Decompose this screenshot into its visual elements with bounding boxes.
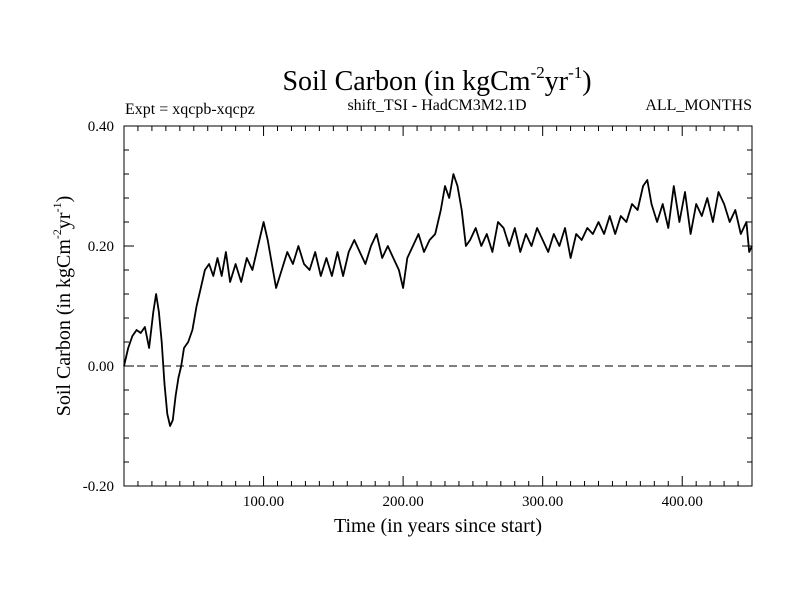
y-tick-label: -0.20 (83, 479, 114, 495)
chart-title-mid: yr (545, 66, 569, 97)
y-tick-label: 0.40 (88, 119, 114, 135)
x-tick-label: 200.00 (382, 494, 423, 510)
chart-title-sup1: -2 (531, 63, 545, 82)
y-axis-label-sup2: -1 (50, 202, 64, 212)
y-axis-label-end: ) (53, 196, 75, 203)
chart-title: Soil Carbon (in kgCm-2yr-1) (282, 63, 591, 97)
x-axis-label: Time (in years since start) (334, 515, 542, 537)
experiment-label: Expt = xqcpb-xqcpz (125, 101, 255, 118)
x-tick-label: 300.00 (522, 494, 563, 510)
chart-title-end: ) (582, 66, 591, 97)
chart-title-sup2: -1 (568, 63, 582, 82)
axis-ticks: 100.00 200.00 300.00 400.00 -0.20 0.00 0.20 0.4… (83, 119, 752, 510)
series-line (123, 173, 753, 427)
x-tick-label: 400.00 (662, 494, 703, 510)
y-axis-label: Soil Carbon (in kgCm-2yr-1) (50, 196, 75, 417)
y-tick-label: 0.20 (88, 239, 114, 255)
y-axis-label-sup1: -2 (50, 229, 64, 239)
x-tick-label: 100.00 (243, 494, 284, 510)
y-tick-label: 0.00 (88, 359, 114, 375)
y-axis-label-main: Soil Carbon (in kgCm (53, 239, 75, 417)
months-label: ALL_MONTHS (645, 97, 752, 114)
experiment-description: shift_TSI - HadCM3M2.1D (347, 97, 526, 114)
plot-frame (123, 125, 753, 487)
y-axis-label-mid: yr (53, 212, 75, 229)
chart-title-main: Soil Carbon (in kgCm (282, 66, 530, 97)
